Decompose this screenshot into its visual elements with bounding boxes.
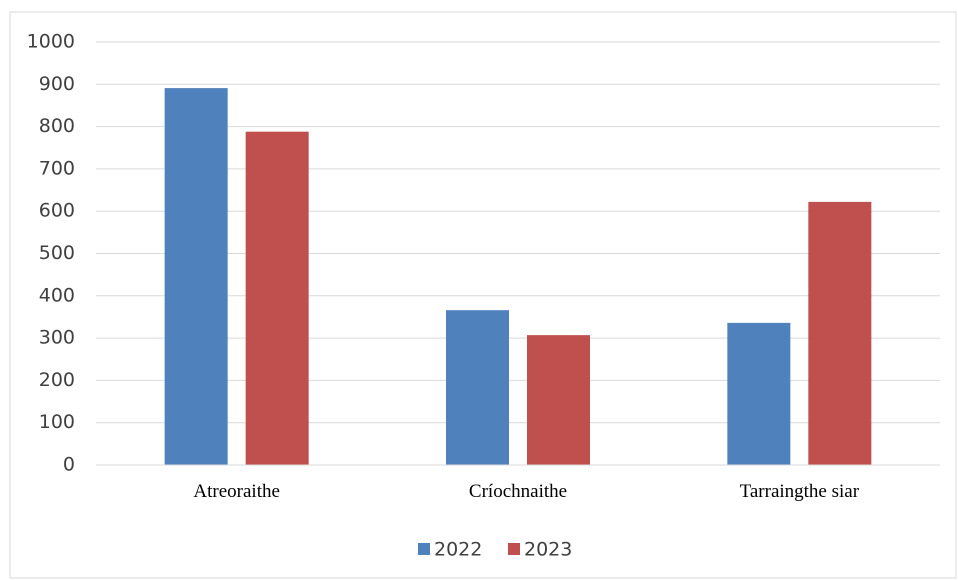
bar-2023-3 bbox=[808, 201, 872, 466]
bar-2023-2 bbox=[527, 335, 590, 465]
legend-label: 2022 bbox=[434, 539, 482, 561]
x-tick-label: Críochnaithe bbox=[469, 481, 567, 502]
legend-swatch-2023 bbox=[508, 543, 520, 555]
y-tick-label: 100 bbox=[39, 411, 75, 433]
y-tick-label: 600 bbox=[39, 200, 75, 222]
x-axis-ticks: Atreoraithe Críochnaithe Tarraingthe siar bbox=[193, 481, 859, 502]
bars bbox=[164, 88, 872, 466]
y-tick-label: 800 bbox=[39, 115, 75, 137]
y-tick-label: 1000 bbox=[27, 31, 75, 53]
y-tick-label: 400 bbox=[39, 284, 75, 306]
x-tick-label: Atreoraithe bbox=[193, 481, 280, 502]
y-tick-label: 300 bbox=[39, 327, 75, 349]
legend-label: 2023 bbox=[524, 539, 572, 561]
legend: 2022 2023 bbox=[418, 539, 572, 561]
bar-2022-2 bbox=[446, 310, 509, 465]
bar-2023-1 bbox=[245, 131, 309, 465]
y-tick-label: 900 bbox=[39, 73, 75, 95]
y-tick-label: 200 bbox=[39, 369, 75, 391]
bar-2022-1 bbox=[164, 88, 228, 466]
y-tick-label: 700 bbox=[39, 157, 75, 179]
x-tick-label: Tarraingthe siar bbox=[740, 481, 860, 502]
y-tick-label: 500 bbox=[39, 242, 75, 264]
y-tick-label: 0 bbox=[63, 454, 75, 476]
y-axis-ticks: 0 100 200 300 400 500 600 700 800 900 1000 bbox=[27, 31, 75, 476]
bar-2022-3 bbox=[727, 322, 791, 465]
gridlines bbox=[96, 41, 940, 424]
legend-swatch-2022 bbox=[418, 543, 430, 555]
